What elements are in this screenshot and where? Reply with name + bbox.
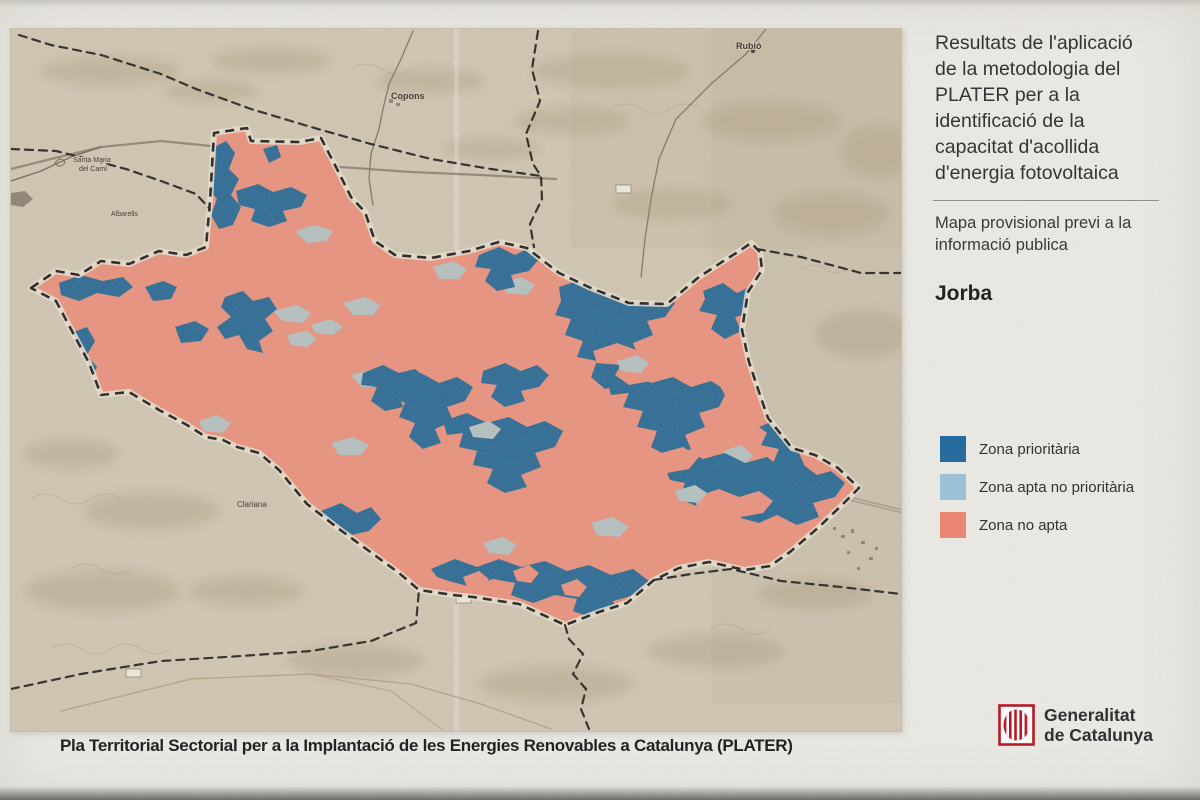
legend-item-zona-prioritaria: Zona prioritària bbox=[940, 436, 1180, 462]
map-grain-texture bbox=[11, 29, 901, 731]
sheet-bottom-shadow bbox=[0, 786, 1200, 800]
legend-label: Zona no apta bbox=[979, 516, 1068, 534]
legend: Zona prioritària Zona apta no prioritàri… bbox=[940, 436, 1180, 550]
legend-label: Zona apta no prioritària bbox=[979, 478, 1135, 496]
legend-swatch-zona-apta-no-prioritaria bbox=[940, 474, 966, 500]
generalitat-shield-icon bbox=[998, 704, 1035, 746]
legend-item-zona-no-apta: Zona no apta bbox=[940, 512, 1180, 538]
info-panel: Resultats de l'aplicació de la metodolog… bbox=[900, 0, 1200, 800]
generalitat-logo: Generalitat de Catalunya bbox=[998, 704, 1153, 746]
panel-divider bbox=[933, 200, 1159, 201]
municipality-name: Jorba bbox=[935, 282, 993, 305]
map-canvas: Copons Rubió Santa Maria del Camí Albare… bbox=[9, 28, 917, 731]
panel-title: Resultats de l'aplicació de la metodolog… bbox=[935, 32, 1133, 184]
panel-note: Mapa provisional previ a la informació p… bbox=[935, 214, 1132, 254]
legend-swatch-zona-no-apta bbox=[940, 512, 966, 538]
legend-swatch-zona-prioritaria bbox=[940, 436, 966, 462]
logo-line-2: de Catalunya bbox=[1044, 725, 1153, 745]
map-caption: Pla Territorial Sectorial per a la Impla… bbox=[60, 736, 793, 755]
generalitat-logo-text: Generalitat de Catalunya bbox=[1044, 705, 1153, 745]
legend-label: Zona prioritària bbox=[979, 440, 1080, 458]
topographic-map: Copons Rubió Santa Maria del Camí Albare… bbox=[9, 28, 917, 732]
logo-line-1: Generalitat bbox=[1044, 705, 1136, 725]
legend-item-zona-apta-no-prioritaria: Zona apta no prioritària bbox=[940, 474, 1180, 500]
